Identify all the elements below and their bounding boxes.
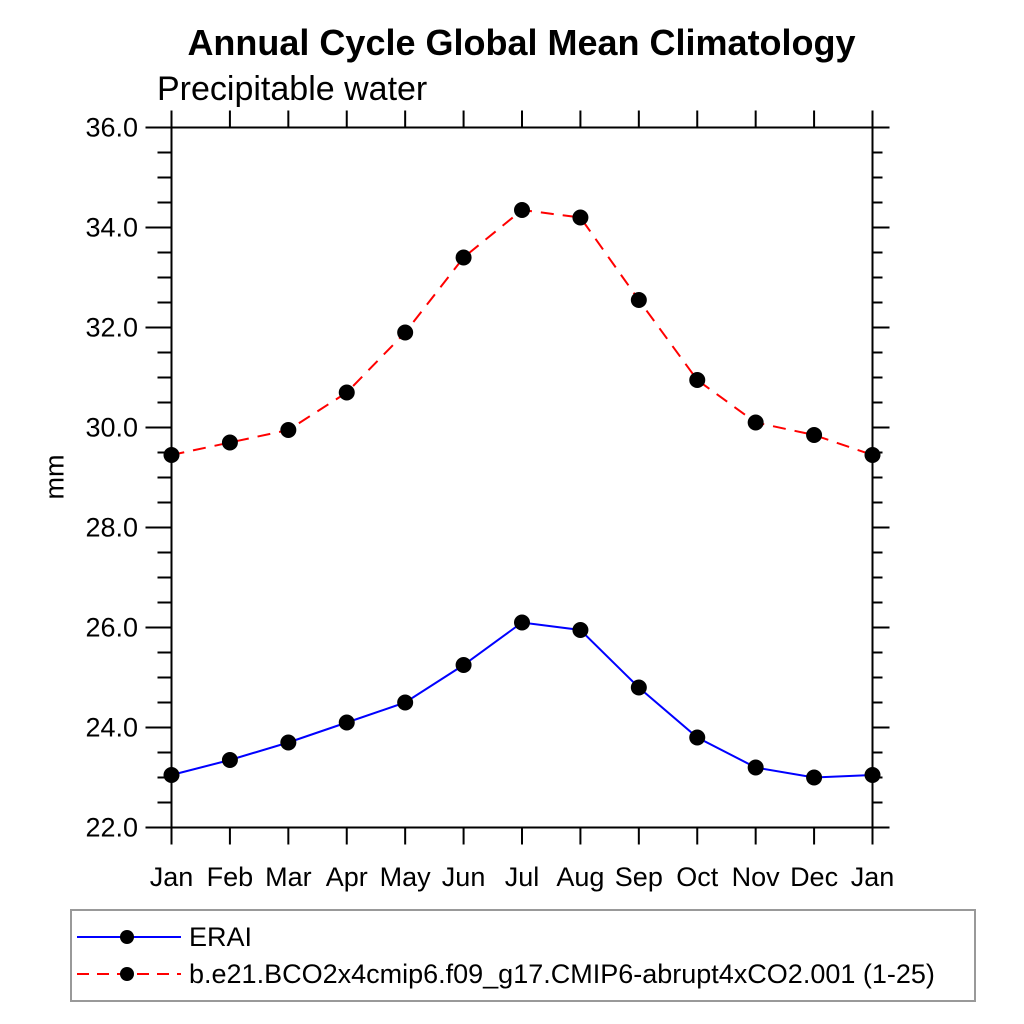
y-tick-label: 30.0	[85, 413, 138, 443]
x-tick-label: Jul	[505, 862, 540, 892]
data-point	[689, 372, 706, 388]
y-tick-label: 32.0	[85, 313, 138, 343]
data-point	[221, 434, 238, 451]
data-point	[397, 694, 414, 711]
data-point	[747, 759, 764, 776]
data-point	[280, 734, 297, 751]
data-point	[630, 679, 647, 696]
data-point	[163, 767, 180, 783]
data-point	[397, 324, 414, 341]
legend-label-erai: ERAI	[189, 921, 253, 952]
data-point	[221, 752, 238, 768]
chart-subtitle: Precipitable water	[157, 70, 428, 108]
x-tick-label: Sep	[615, 862, 663, 892]
x-tick-label: Apr	[326, 862, 368, 892]
y-tick-label: 34.0	[85, 213, 138, 243]
data-point	[806, 769, 823, 786]
legend: ERAI b.e21.BCO2x4cmip6.f09_g17.CMIP6-abr…	[70, 909, 976, 1002]
y-tick-label: 28.0	[85, 513, 138, 543]
y-tick-label: 24.0	[85, 713, 138, 743]
y-tick-label: 36.0	[85, 113, 138, 143]
x-tick-label: Jan	[150, 862, 194, 892]
legend-row-erai: ERAI	[72, 922, 974, 952]
data-point	[864, 447, 881, 463]
data-point	[514, 202, 530, 218]
x-tick-label: Aug	[556, 862, 604, 892]
data-point	[338, 714, 355, 731]
data-point	[455, 249, 472, 266]
data-point	[630, 292, 647, 308]
x-tick-label: Feb	[207, 862, 254, 892]
legend-line-sample-dashed	[77, 967, 181, 981]
legend-marker-0	[120, 930, 134, 944]
data-point	[806, 427, 823, 443]
x-tick-label: Mar	[265, 862, 312, 892]
x-tick-label: Jun	[442, 862, 486, 892]
x-tick-label: May	[380, 862, 432, 892]
data-point	[514, 614, 530, 631]
y-tick-label: 22.0	[85, 813, 138, 843]
data-point	[163, 447, 180, 463]
data-point	[572, 209, 589, 226]
data-point	[747, 414, 764, 431]
series-line-1	[171, 208, 873, 456]
plot-frame	[170, 126, 874, 829]
legend-row-model: b.e21.BCO2x4cmip6.f09_g17.CMIP6-abrupt4x…	[72, 959, 974, 989]
x-tick-label: Oct	[676, 862, 719, 892]
legend-line-sample-solid	[77, 930, 181, 944]
data-point	[689, 729, 706, 746]
y-tick-label: 26.0	[85, 613, 138, 643]
legend-marker-1	[120, 967, 134, 981]
data-point	[280, 422, 297, 438]
series-line-0	[171, 621, 873, 779]
x-tick-label: Jan	[851, 862, 895, 892]
data-point	[572, 622, 589, 638]
x-tick-label: Nov	[732, 862, 781, 892]
data-point	[455, 657, 472, 673]
data-point	[338, 384, 355, 401]
legend-label-model: b.e21.BCO2x4cmip6.f09_g17.CMIP6-abrupt4x…	[189, 958, 935, 989]
data-point	[864, 767, 881, 783]
chart-title: Annual Cycle Global Mean Climatology	[187, 22, 856, 63]
x-tick-label: Dec	[790, 862, 838, 892]
